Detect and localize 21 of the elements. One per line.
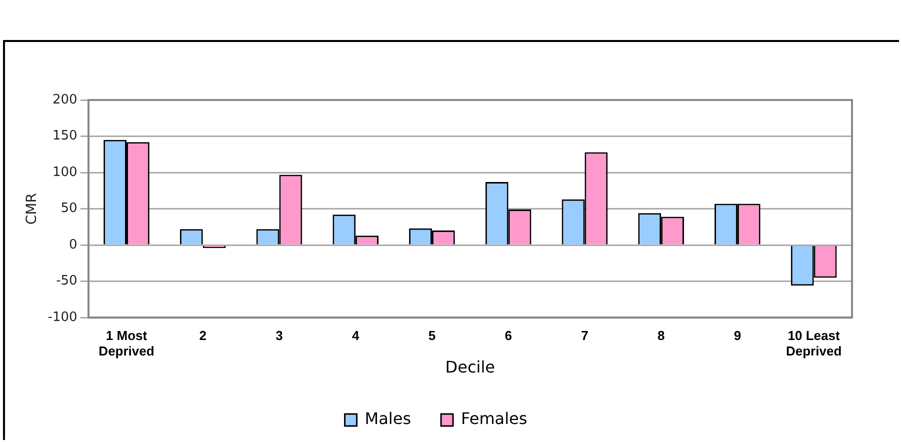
legend-label: Females [461, 409, 528, 428]
y-tick-label: -50 [56, 274, 78, 289]
x-tick-label: 9 [734, 328, 742, 343]
y-tick-label: 100 [52, 164, 78, 180]
x-tick-label: 5 [428, 328, 436, 343]
y-tick-label: 50 [60, 201, 78, 216]
y-tick-label: 150 [52, 128, 78, 144]
x-tick-label: 8 [657, 328, 665, 343]
y-tick-label: 0 [69, 237, 78, 252]
x-tick-label: 10 Least Deprived [786, 328, 842, 359]
legend-label: Males [364, 409, 412, 428]
y-tick-label: -100 [48, 310, 78, 325]
x-tick-label: 3 [276, 328, 283, 343]
x-tick-label: 1 Most Deprived [98, 328, 154, 359]
x-tick-label: 2 [199, 328, 206, 343]
x-axis-title: Decile [445, 358, 496, 377]
x-tick-label: 6 [504, 328, 512, 343]
x-tick-label: 4 [352, 328, 360, 343]
y-axis-title: CMR [24, 192, 40, 225]
y-tick-label: 200 [52, 92, 78, 108]
x-tick-label: 7 [581, 328, 588, 343]
